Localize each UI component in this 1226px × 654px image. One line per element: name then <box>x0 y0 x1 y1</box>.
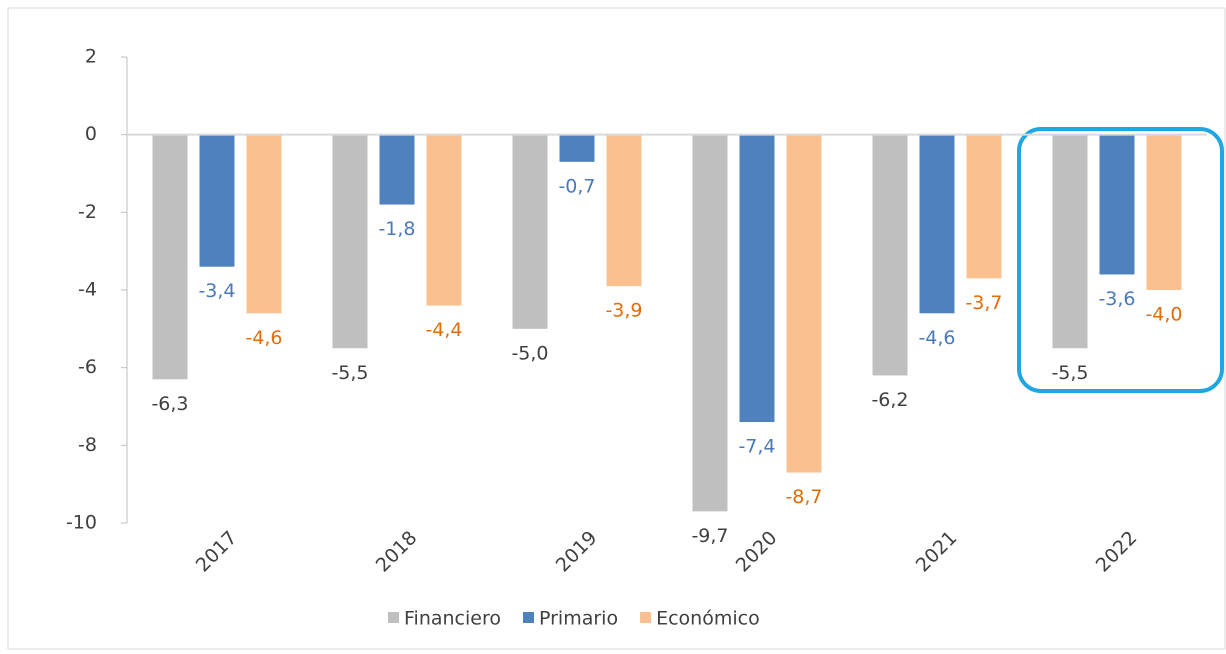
x-tick-label: 2020 <box>732 527 782 577</box>
y-tick-label: 2 <box>85 46 97 68</box>
x-tick-label: 2021 <box>912 527 962 577</box>
value-label: -6,3 <box>151 393 188 415</box>
bar <box>919 134 955 314</box>
bar <box>872 134 908 376</box>
value-label: -3,9 <box>605 300 642 322</box>
x-tick-label: 2019 <box>552 527 602 577</box>
bar <box>379 134 415 205</box>
x-tick-label: 2018 <box>372 527 422 577</box>
y-tick-label: 0 <box>85 123 97 145</box>
bar <box>692 134 728 512</box>
value-label: -6,2 <box>871 389 908 411</box>
bar <box>606 134 642 287</box>
bar <box>332 134 368 349</box>
y-tick-label: -6 <box>78 356 97 378</box>
bar <box>1099 134 1135 275</box>
bar <box>426 134 462 306</box>
x-tick-label: 2017 <box>192 527 242 577</box>
value-label: -8,7 <box>785 486 822 508</box>
value-label: -3,7 <box>965 292 1002 314</box>
bar <box>199 134 235 267</box>
legend-swatch <box>640 612 652 623</box>
chart-border <box>7 7 1226 650</box>
bar <box>786 134 822 473</box>
bar <box>246 134 282 314</box>
legend-label: Primario <box>539 608 618 630</box>
value-label: -5,0 <box>511 342 548 364</box>
bar <box>512 134 548 329</box>
highlight-box <box>1017 127 1224 393</box>
value-label: -7,4 <box>738 436 775 458</box>
value-label: -5,5 <box>1051 362 1088 384</box>
legend-label: Económico <box>656 608 760 630</box>
value-label: -0,7 <box>558 175 595 197</box>
legend-swatch <box>388 612 399 623</box>
bar <box>739 134 775 423</box>
value-label: -3,4 <box>198 280 235 302</box>
value-label: -5,5 <box>331 362 368 384</box>
bar <box>559 134 595 162</box>
y-tick-label: -8 <box>78 434 97 456</box>
y-tick-label: -4 <box>78 279 97 301</box>
legend-swatch <box>523 612 534 623</box>
bar <box>966 134 1002 279</box>
legend-label: Financiero <box>404 608 501 630</box>
value-label: -4,6 <box>245 327 282 349</box>
y-tick-label: -2 <box>78 201 97 223</box>
value-label: -3,6 <box>1098 288 1135 310</box>
value-label: -1,8 <box>378 218 415 240</box>
value-label: -9,7 <box>691 525 728 547</box>
bar <box>152 134 188 380</box>
value-label: -4,0 <box>1145 304 1182 326</box>
y-tick-label: -10 <box>66 512 97 534</box>
value-label: -4,4 <box>425 319 462 341</box>
value-label: -4,6 <box>918 327 955 349</box>
bar <box>1052 134 1088 349</box>
bar <box>1146 134 1182 290</box>
x-tick-label: 2022 <box>1092 527 1142 577</box>
